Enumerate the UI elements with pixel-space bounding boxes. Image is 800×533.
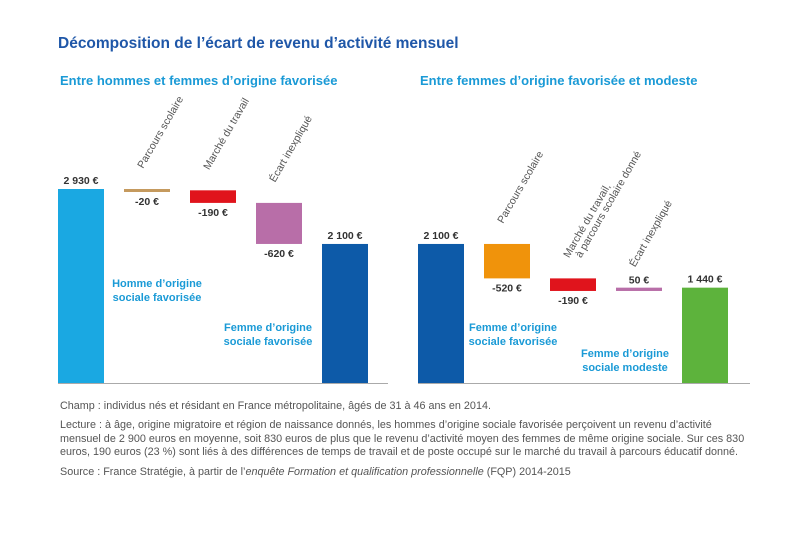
delta-bar [124, 189, 170, 192]
bar-value-label: 1 440 € [687, 274, 722, 286]
notes-block: Champ : individus nés et résidant en Fra… [60, 400, 750, 485]
total-bar [58, 189, 104, 383]
bar-value-label: 50 € [629, 275, 650, 287]
left-chart-subtitle: Entre hommes et femmes d’origine favoris… [60, 73, 338, 88]
bar-inner-label: sociale favorisée [113, 292, 202, 304]
bar-inner-label: Femme d’origine [581, 348, 669, 360]
delta-bar [484, 243, 530, 279]
delta-bar [190, 190, 236, 203]
bar-value-label: -190 € [558, 295, 588, 307]
category-label: Marché du travail [201, 96, 252, 172]
bar-value-label: 2 930 € [63, 175, 98, 187]
note-lecture: Lecture : à âge, origine migratoire et r… [60, 419, 745, 459]
note-champ: Champ : individus nés et résidant en Fra… [60, 400, 491, 412]
bar-inner-label: sociale favorisée [469, 336, 558, 348]
bar-inner-label: sociale favorisée [224, 336, 313, 348]
category-label: Écart inexpliqué [626, 198, 675, 269]
bar-value-label: -620 € [264, 248, 294, 260]
category-label: Parcours scolaire [135, 94, 186, 170]
delta-bar [550, 278, 596, 291]
bar-value-label: -190 € [198, 207, 228, 219]
total-bar [322, 243, 368, 383]
source-suffix: (FQP) 2014-2015 [483, 465, 571, 478]
source-survey-title: enquête Formation et qualification profe… [245, 465, 484, 478]
delta-bar [616, 287, 662, 291]
delta-bar [256, 202, 302, 244]
category-label: à parcours scolaire donné [573, 149, 644, 260]
bar-value-label: 2 100 € [327, 230, 362, 242]
bar-value-label: 2 100 € [423, 230, 458, 242]
bar-inner-label: sociale modeste [582, 362, 668, 374]
bar-value-label: -520 € [492, 282, 522, 294]
total-bar [418, 243, 464, 383]
bar-inner-label: Homme d’origine [112, 278, 202, 290]
waterfall-charts: 2 930 € Homme d’origine sociale favorisée -… [58, 94, 750, 384]
bar-inner-label: Femme d’origine [224, 322, 312, 334]
category-label: Écart inexpliqué [266, 113, 315, 184]
page-title: Décomposition de l’écart de revenu d’act… [58, 35, 459, 52]
category-label: Parcours scolaire [495, 149, 546, 225]
source-prefix: Source : France Stratégie, à partir de l… [60, 465, 246, 478]
note-source: Source : France Stratégie, à partir de l… [60, 466, 750, 479]
right-chart-subtitle: Entre femmes d’origine favorisée et mode… [420, 73, 698, 88]
bar-inner-label: Femme d’origine [469, 322, 557, 334]
bar-value-label: -20 € [135, 196, 159, 208]
total-bar [682, 287, 728, 383]
